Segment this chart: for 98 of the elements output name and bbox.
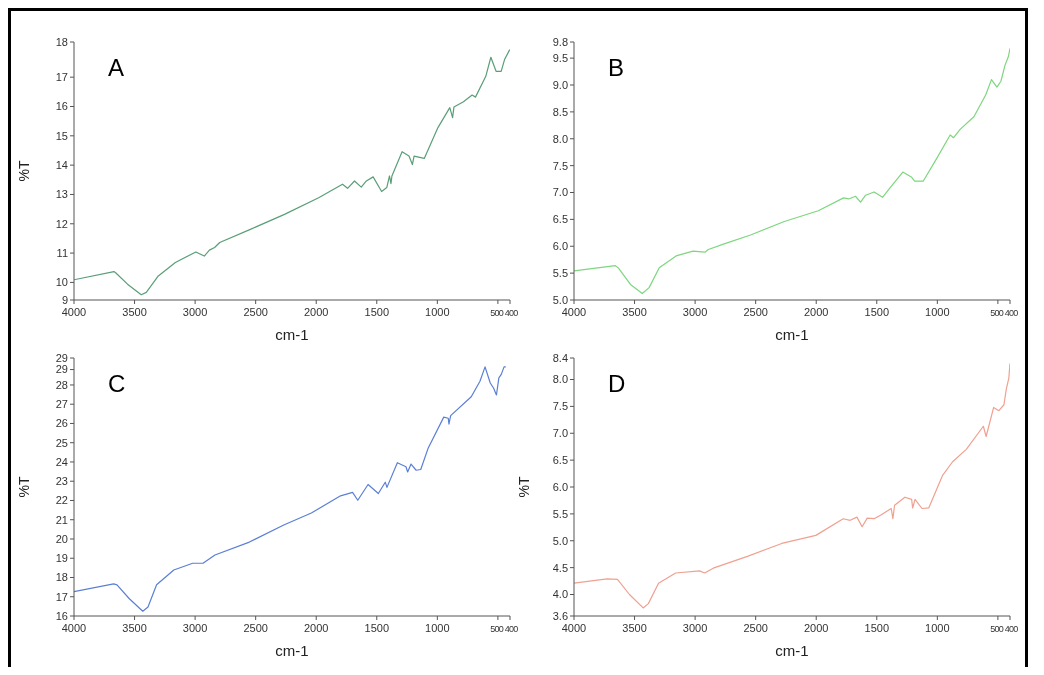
x-tick-label: 4000 <box>561 306 587 318</box>
y-tick-label: 7.5 <box>552 400 568 413</box>
y-tick-label: 9 <box>61 293 68 306</box>
y-tick-label: 6.5 <box>552 454 568 467</box>
y-tick-label: 5.5 <box>552 507 568 520</box>
line-series <box>574 47 1010 295</box>
x-tick-label: 2000 <box>803 622 829 634</box>
y-tick-label: 5.0 <box>552 534 568 547</box>
x-tick-label: 3500 <box>122 622 147 634</box>
y-tick-label: 10 <box>55 276 68 289</box>
x-tick-label: 4000 <box>61 306 87 318</box>
x-tick-label: 3500 <box>122 306 147 318</box>
y-axis-title: %T <box>515 476 532 498</box>
y-tick-label: 28 <box>55 378 68 391</box>
y-tick-label: 20 <box>55 532 68 545</box>
y-tick-label: 18 <box>55 571 68 584</box>
x-tick-label: 1000 <box>425 622 450 634</box>
y-tick-label: 3.6 <box>552 609 568 622</box>
y-tick-label: 8.5 <box>552 105 568 118</box>
x-tick-label: 500 <box>990 624 1004 634</box>
x-tick-label: 2500 <box>743 622 768 634</box>
y-tick-label: 5.0 <box>552 293 568 306</box>
x-axis-title: cm-1 <box>275 642 309 659</box>
x-tick-label: 4000 <box>561 622 587 634</box>
y-tick-label: 7.5 <box>552 159 568 172</box>
text: C <box>108 370 126 398</box>
y-tick-label: 6.0 <box>552 480 568 493</box>
y-tick-label: 6.5 <box>552 213 568 226</box>
y-tick-label: 17 <box>55 71 68 84</box>
x-tick-label: 3000 <box>182 622 208 634</box>
x-tick-label: 3000 <box>182 306 208 318</box>
y-tick-label: 29 <box>55 363 68 376</box>
x-tick-label: 1000 <box>425 306 450 318</box>
x-tick-label: 4000 <box>61 622 87 634</box>
text: B <box>608 54 625 82</box>
y-tick-label: 14 <box>55 159 68 172</box>
x-tick-label: 500 <box>990 308 1004 318</box>
y-tick-label: 12 <box>55 217 68 230</box>
x-tick-label: 400 <box>504 308 519 318</box>
y-tick-label: 27 <box>55 398 68 411</box>
y-tick-label: 17 <box>55 590 68 603</box>
y-tick-label: 25 <box>55 436 68 449</box>
x-tick-label: 1500 <box>364 622 390 634</box>
y-tick-label: 9.8 <box>552 35 568 48</box>
x-axis-title: cm-1 <box>775 642 809 659</box>
y-tick-label: 4.5 <box>552 561 568 574</box>
x-tick-label: 2500 <box>243 622 268 634</box>
line-series <box>74 366 507 612</box>
text: D <box>608 370 626 398</box>
y-tick-label: 7.0 <box>552 427 568 440</box>
y-axis-title: %T <box>15 160 32 182</box>
y-tick-label: 11 <box>56 247 68 259</box>
y-tick-label: 19 <box>55 552 68 565</box>
y-tick-label: 18 <box>55 35 68 48</box>
x-tick-label: 2000 <box>803 306 829 318</box>
x-tick-label: 500 <box>490 308 504 318</box>
x-tick-label: 2500 <box>243 306 268 318</box>
y-tick-label: 9.5 <box>552 52 568 65</box>
y-tick-label: 6.0 <box>552 240 568 253</box>
y-tick-label: 22 <box>55 494 68 507</box>
x-tick-label: 3000 <box>682 622 708 634</box>
y-tick-label: 5.5 <box>552 267 568 280</box>
x-tick-label: 400 <box>504 624 519 634</box>
x-tick-label: 1500 <box>364 306 390 318</box>
x-tick-label: 500 <box>490 624 504 634</box>
y-tick-label: 8.0 <box>552 373 568 386</box>
y-tick-label: 13 <box>55 188 68 201</box>
x-tick-label: 2000 <box>303 306 329 318</box>
y-axis-title: %T <box>15 476 32 498</box>
x-tick-label: 3500 <box>622 306 647 318</box>
x-axis-title: cm-1 <box>775 326 809 343</box>
y-tick-label: 8.4 <box>552 351 568 364</box>
text: A <box>108 54 125 82</box>
x-tick-label: 3000 <box>682 306 708 318</box>
y-tick-label: 16 <box>55 100 68 113</box>
x-tick-label: 400 <box>1004 308 1019 318</box>
line-series <box>74 49 510 296</box>
y-tick-label: 23 <box>55 475 68 488</box>
x-tick-label: 2500 <box>743 306 768 318</box>
y-tick-label: 24 <box>55 455 68 468</box>
x-tick-label: 1000 <box>925 306 950 318</box>
x-tick-label: 2000 <box>303 622 329 634</box>
x-tick-label: 1000 <box>925 622 950 634</box>
y-tick-label: 8.0 <box>552 132 568 145</box>
y-tick-label: 29 <box>55 351 68 364</box>
y-tick-label: 26 <box>55 417 68 430</box>
x-tick-label: 1500 <box>864 306 890 318</box>
x-axis-title: cm-1 <box>275 326 309 343</box>
x-tick-label: 1500 <box>864 622 890 634</box>
y-tick-label: 7.0 <box>552 186 568 199</box>
y-tick-label: 21 <box>55 513 68 526</box>
x-tick-label: 400 <box>1004 624 1019 634</box>
y-tick-label: 9.0 <box>552 78 568 91</box>
line-series <box>574 362 1010 609</box>
y-tick-label: 15 <box>55 129 68 142</box>
x-tick-label: 3500 <box>622 622 647 634</box>
y-tick-label: 4.0 <box>552 588 568 601</box>
y-tick-label: 16 <box>55 609 68 622</box>
